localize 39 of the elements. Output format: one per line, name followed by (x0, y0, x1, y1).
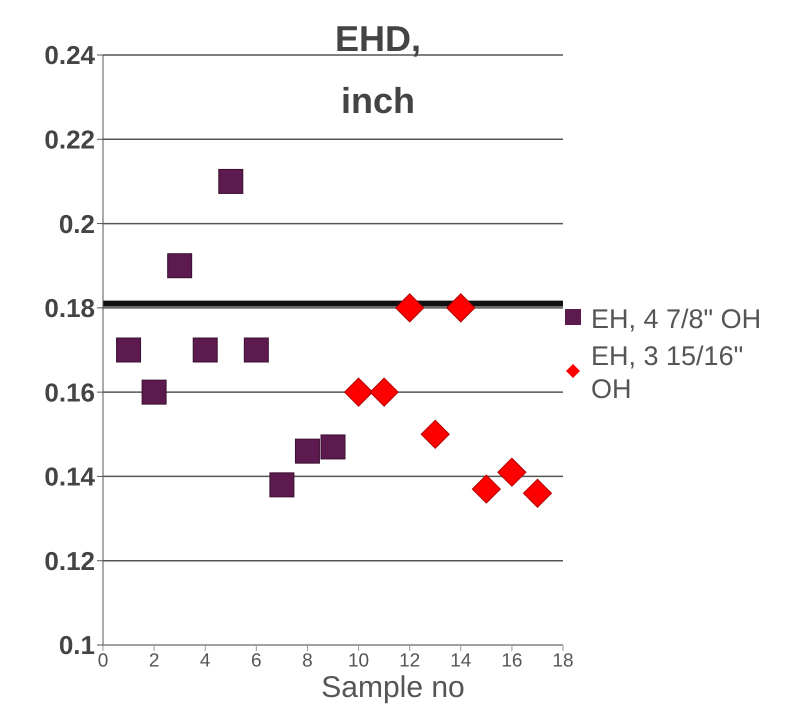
x-tick-label: 0 (98, 650, 108, 672)
y-tick-label: 0.18 (44, 293, 95, 324)
x-tick-label: 6 (251, 650, 262, 672)
x-tick-label: 4 (200, 650, 211, 672)
point (116, 338, 142, 362)
point (395, 293, 424, 322)
y-tick-label: 0.24 (44, 40, 96, 70)
legend-label: EH, 4 7/8" OH (591, 303, 762, 336)
point (370, 378, 399, 407)
point (294, 438, 320, 464)
x-tick-label: 10 (348, 650, 370, 672)
x-tick-label: 2 (148, 650, 160, 672)
point (218, 168, 244, 194)
y-tick-label: 0.2 (58, 208, 95, 239)
y-tick-label: 0.16 (44, 377, 95, 408)
point (446, 293, 476, 322)
legend-label: EH, 3 15/16" OH (591, 340, 744, 406)
point (269, 472, 294, 498)
x-axis-title: Sample no (321, 671, 465, 704)
x-tick-label: 18 (552, 650, 574, 672)
point (142, 380, 167, 405)
x-tick-label: 14 (450, 650, 472, 672)
chart-title: EHD, inch (334, 17, 422, 123)
y-tick-label: 0.14 (44, 462, 96, 492)
point (344, 378, 374, 407)
x-tick-label: 8 (302, 650, 313, 672)
point (472, 474, 501, 504)
point (497, 458, 526, 487)
y-tick-label: 0.22 (44, 124, 95, 155)
y-tick-label: 0.1 (58, 630, 95, 660)
point (192, 338, 218, 362)
point (320, 434, 346, 460)
x-tick-label: 12 (399, 650, 420, 672)
point (244, 338, 269, 362)
point (522, 478, 552, 508)
point (167, 253, 192, 278)
y-tick-label: 0.12 (44, 546, 95, 576)
x-tick-label: 16 (501, 650, 522, 672)
point (420, 420, 450, 449)
